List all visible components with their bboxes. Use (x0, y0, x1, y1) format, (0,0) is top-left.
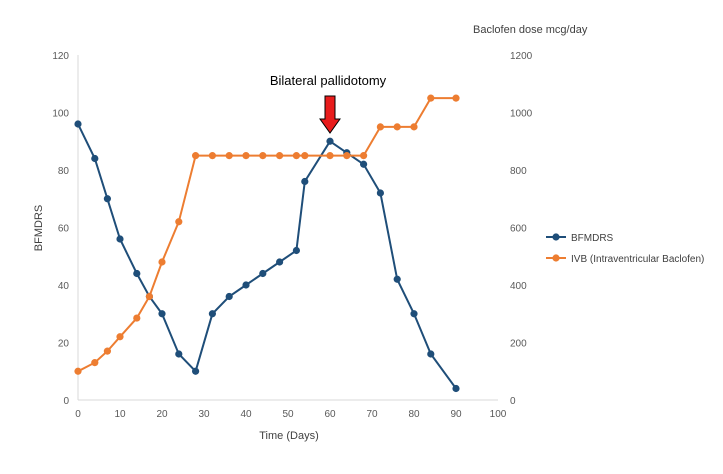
y-tick-label: 0 (63, 396, 69, 407)
data-point (91, 359, 99, 367)
data-point (192, 152, 200, 160)
y2-tick-label: 0 (510, 396, 516, 407)
x-axis-label: Time (Days) (259, 430, 318, 442)
data-point (376, 189, 384, 197)
tick-labels: 0 10 20 30 40 50 60 70 80 90 100020406080100120020… (52, 51, 532, 420)
annotation-text: Bilateral pallidotomy (270, 73, 387, 88)
data-point (91, 154, 99, 163)
legend-swatch-marker (552, 233, 560, 241)
data-point (242, 152, 250, 160)
data-point (74, 120, 82, 128)
data-point (103, 195, 111, 203)
data-point (208, 310, 216, 318)
x-tick-label: 20 (156, 409, 168, 420)
y2-tick-label: 400 (510, 281, 527, 292)
data-point (74, 367, 82, 375)
data-point (452, 94, 460, 102)
x-tick-label: 0 (75, 409, 81, 420)
y2-tick-label: 1000 (510, 109, 533, 120)
data-point (103, 347, 111, 355)
data-point (175, 218, 183, 226)
data-point (158, 258, 166, 266)
data-point (301, 152, 309, 160)
x-tick-label: 70 (366, 409, 378, 420)
y-tick-label: 100 (52, 109, 69, 120)
data-point (360, 160, 368, 168)
data-point (259, 152, 267, 160)
legend: BFMDRS IVB (Intraventricular Baclofen) (546, 233, 704, 265)
data-point (145, 292, 153, 301)
data-point (242, 281, 250, 289)
data-point (133, 269, 141, 278)
x-tick-label: 40 (240, 409, 252, 420)
x-tick-label: 60 (324, 409, 336, 420)
x-tick-label: 50 (282, 409, 294, 420)
data-point (116, 235, 124, 243)
y2-tick-label: 800 (510, 166, 527, 177)
y-tick-label: 40 (58, 281, 70, 292)
x-tick-label: 100 (490, 409, 507, 420)
x-tick-label: 10 (114, 409, 126, 420)
data-point (133, 314, 141, 322)
series-2 (74, 94, 460, 375)
series-line (77, 97, 456, 373)
data-point (343, 152, 351, 160)
data-point (225, 152, 233, 160)
y-axis-label: BFMDRS (33, 205, 45, 251)
y2-tick-label: 1200 (510, 51, 533, 62)
series (74, 94, 460, 393)
data-point (158, 310, 166, 318)
data-point (393, 275, 401, 283)
y-tick-label: 20 (58, 339, 70, 350)
data-point (259, 269, 267, 278)
y2-tick-label: 600 (510, 224, 527, 235)
x-tick-label: 80 (408, 409, 420, 420)
series-1 (74, 120, 460, 393)
legend-swatch-marker (552, 254, 560, 262)
data-point (292, 246, 300, 255)
data-point (427, 350, 435, 358)
data-point (116, 333, 124, 341)
data-point (276, 152, 284, 160)
data-point (292, 152, 300, 160)
data-point (360, 152, 368, 160)
annotation-arrow (319, 95, 341, 134)
y-tick-label: 60 (58, 224, 70, 235)
axes (77, 55, 498, 401)
data-point (326, 152, 334, 160)
series-line (77, 123, 457, 390)
data-point (208, 152, 216, 160)
data-point (410, 123, 418, 131)
data-point (452, 384, 460, 393)
y2-tick-label: 200 (510, 339, 527, 350)
legend-item: IVB (Intraventricular Baclofen) (546, 254, 704, 265)
legend-label: BFMDRS (571, 233, 614, 244)
data-point (326, 137, 334, 145)
annotations (319, 95, 341, 134)
x-tick-label: 90 (450, 409, 462, 420)
legend-label: IVB (Intraventricular Baclofen) (571, 254, 704, 265)
y-tick-label: 120 (52, 51, 69, 62)
data-point (175, 350, 183, 358)
legend-item: BFMDRS (546, 233, 614, 244)
data-point (276, 258, 284, 266)
y-tick-label: 80 (58, 166, 70, 177)
data-point (427, 94, 435, 102)
data-point (192, 367, 200, 375)
data-point (393, 123, 401, 131)
x-tick-label: 30 (198, 409, 210, 420)
data-point (410, 310, 418, 318)
data-point (225, 292, 233, 301)
y2-axis-label: Baclofen dose mcg/day (473, 24, 588, 36)
data-point (376, 123, 384, 131)
data-point (301, 177, 309, 186)
